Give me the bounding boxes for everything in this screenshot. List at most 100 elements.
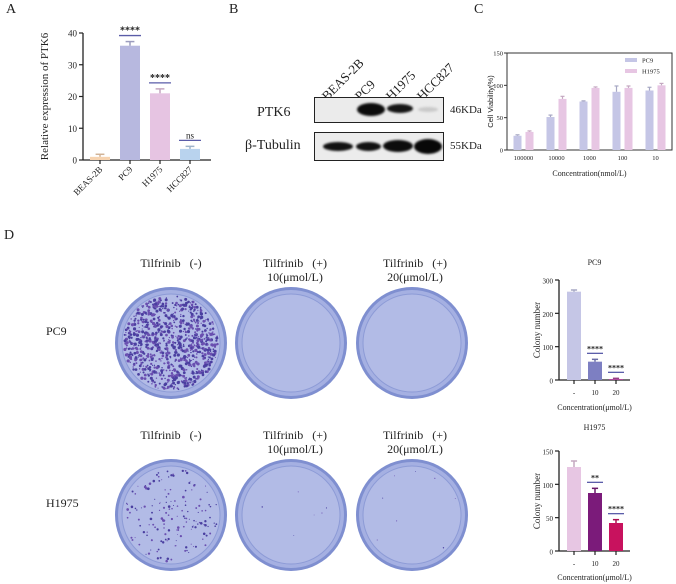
bar [609, 379, 623, 380]
y-tick-label: 0 [550, 549, 554, 557]
band-tubulin-h1975 [383, 140, 413, 152]
x-tick-label: BEAS-2B [72, 164, 105, 197]
y-tick-label: 300 [543, 278, 554, 286]
significance-label: **** [608, 363, 624, 372]
legend-label: PC9 [642, 58, 653, 65]
x-tick-label: H1975 [140, 164, 165, 189]
bar [588, 361, 602, 380]
panel-label-d: D [4, 228, 15, 243]
protein-label-tubulin: β-Tubulin [245, 138, 301, 153]
x-tick-label: 10 [592, 389, 600, 397]
x-tick-label: 20 [613, 389, 621, 397]
plot-frame [506, 52, 673, 151]
significance-label: **** [150, 73, 170, 84]
y-tick-label: 100 [543, 482, 554, 490]
culture-dish-h1975-20um [356, 459, 468, 571]
significance-label: ** [591, 473, 599, 482]
panel-label-a: A [6, 2, 17, 17]
y-tick-label: 50 [497, 115, 504, 122]
x-tick-label: 10 [652, 155, 659, 162]
legend-label: H1975 [642, 69, 660, 76]
x-tick-label: 20 [613, 560, 621, 568]
condition-label: Tilfrinib (+) 20(μmol/L) [383, 428, 447, 456]
chart-d-h1975-colony-number: 0 50 100 150 - 10 ** 20 **** Colony number H1975 Co… [532, 423, 632, 582]
significance-label: **** [120, 26, 140, 37]
culture-dish-h1975-untreated [115, 459, 227, 571]
bar [624, 87, 633, 150]
x-tick-label: 100000 [514, 155, 534, 162]
culture-dish-pc9-untreated [115, 287, 227, 399]
row-label-pc9: PC9 [46, 324, 67, 338]
y-tick-label: 40 [68, 29, 78, 39]
x-tick-label: PC9 [116, 164, 134, 182]
bar [588, 493, 602, 551]
x-tick-label: - [573, 389, 576, 397]
chart-c-cell-viability: 0 50 100 150 100000 10000 1000 100 10 PC9 H1975 Cel… [486, 51, 673, 178]
condition-label: Tilfrinib (+) 10(μmol/L) [263, 256, 327, 284]
x-axis-label: Concentration(μmol/L) [557, 573, 632, 582]
y-tick-label: 200 [543, 311, 554, 319]
chart-title: PC9 [588, 258, 602, 267]
bar [645, 90, 654, 150]
row-label-h1975: H1975 [46, 496, 79, 510]
band-ptk6-hcc827 [418, 107, 438, 112]
x-tick-label: - [573, 560, 576, 568]
y-tick-label: 150 [493, 51, 503, 58]
condition-label: Tilfrinib (-) [140, 428, 202, 442]
x-tick-label: 10 [592, 560, 600, 568]
x-tick-label: 1000 [583, 155, 596, 162]
size-label-55kda: 55KDa [450, 140, 482, 152]
protein-label-ptk6: PTK6 [257, 105, 291, 120]
colony-assay-panel: Tilfrinib (-) Tilfrinib (+) 10(μmol/L) Til… [0, 240, 480, 584]
condition-label: Tilfrinib (-) [140, 256, 202, 270]
y-tick-label: 0 [550, 378, 554, 386]
panel-label-c: C [474, 2, 484, 17]
significance-label: ns [186, 130, 195, 140]
condition-label: Tilfrinib (+) 10(μmol/L) [263, 428, 327, 456]
significance-label: **** [608, 505, 624, 514]
blot-tubulin [314, 132, 444, 161]
chart-a-relative-expression: 0 10 20 30 40 BEAS-2B PC9 **** H1975 **** HCC827 ns… [39, 26, 211, 197]
y-tick-label: 0 [73, 156, 78, 166]
bar [657, 85, 666, 150]
x-axis-label: Concentration(μmol/L) [557, 403, 632, 412]
culture-dish-pc9-10um [235, 287, 347, 399]
bar [567, 291, 581, 380]
band-ptk6-pc9 [357, 103, 385, 116]
bar [546, 117, 555, 150]
y-tick-label: 150 [543, 449, 554, 457]
x-axis-label: Concentration(nmol/L) [552, 169, 627, 178]
y-tick-label: 20 [68, 92, 78, 102]
y-tick-label: 100 [493, 83, 503, 90]
legend-swatch [625, 58, 637, 62]
band-tubulin-beas2b [323, 142, 353, 151]
panel-label-b: B [229, 2, 239, 17]
y-tick-label: 10 [68, 124, 78, 134]
western-blot-panel: BEAS-2B PC9 H1975 HCC827 PTK6 β-Tubulin 46K… [225, 20, 482, 180]
x-tick-label: 100 [618, 155, 628, 162]
bar [558, 98, 567, 150]
y-tick-label: 100 [543, 344, 554, 352]
y-axis-label: Cell Viability(%) [486, 75, 495, 128]
culture-dish-pc9-20um [356, 287, 468, 399]
blot-ptk6 [314, 97, 444, 123]
bar [120, 45, 140, 161]
x-tick-label: 10000 [548, 155, 564, 162]
y-axis-label: Relative expression of PTK6 [39, 32, 51, 160]
bar [612, 91, 621, 150]
y-tick-label: 50 [546, 515, 554, 523]
bar [579, 101, 588, 150]
band-tubulin-hcc827 [414, 139, 442, 154]
culture-dish-h1975-10um [235, 459, 347, 571]
chart-d-pc9-colony-number: 0 100 200 300 - 10 **** 20 **** Colony number PC9 C… [532, 258, 632, 412]
y-tick-label: 0 [500, 148, 503, 155]
bar [591, 87, 600, 150]
band-ptk6-h1975 [387, 104, 413, 113]
y-axis-label: Colony number [532, 473, 542, 529]
bar [180, 148, 200, 160]
band-tubulin-pc9 [356, 142, 381, 151]
y-axis-label: Colony number [532, 302, 542, 358]
chart-title: H1975 [584, 423, 606, 432]
x-tick-label: HCC827 [165, 164, 195, 194]
bar [90, 156, 110, 160]
